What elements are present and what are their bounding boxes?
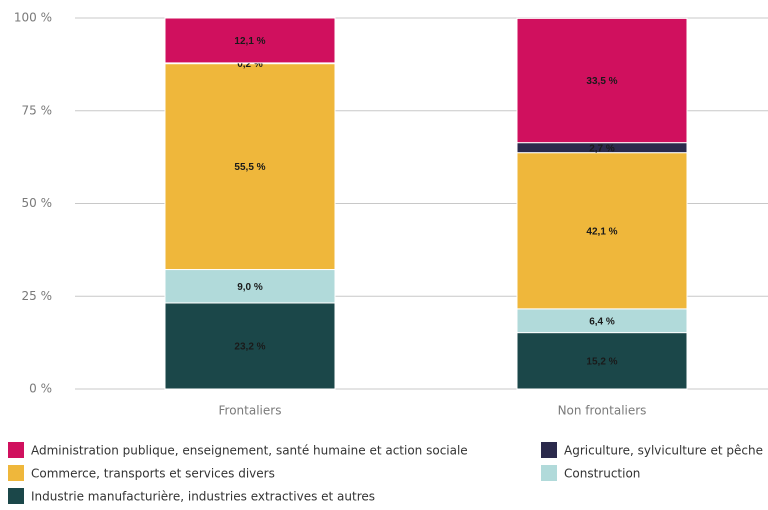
x-tick-label: Non frontaliers [558,404,647,418]
bar-segment [164,302,336,390]
bar-segment [164,17,336,64]
y-tick-label: 0 % [29,382,52,396]
x-tick-label: Frontaliers [219,404,282,418]
data-label: 55,5 % [234,162,265,173]
bar-segment [516,17,688,144]
y-tick-label: 50 % [22,196,53,210]
data-label: 23,2 % [234,342,265,353]
bar-segment [164,269,336,304]
y-tick-label: 25 % [22,289,53,303]
legend-label: Administration publique, enseignement, s… [31,444,468,458]
data-label: 15,2 % [586,356,617,367]
data-label: 0,2 % [237,59,263,70]
data-label: 2,7 % [589,143,615,154]
legend-swatch [541,465,557,481]
bar-segment [164,63,336,271]
y-tick-label: 75 % [22,103,53,117]
y-tick-label: 100 % [14,11,52,25]
bar-segment [516,152,688,310]
legend-label: Construction [564,467,640,481]
data-label: 42,1 % [586,226,617,237]
legend-swatch [8,488,24,504]
data-label: 9,0 % [237,282,263,293]
legend-label: Industrie manufacturière, industries ext… [31,490,375,504]
legend-label: Agriculture, sylviculture et pêche [564,444,763,458]
legend-swatch [541,442,557,458]
bar-segment [516,332,688,390]
data-label: 12,1 % [234,36,265,47]
legend-swatch [8,442,24,458]
legend-swatch [8,465,24,481]
data-label: 33,5 % [586,76,617,87]
legend-label: Commerce, transports et services divers [31,467,275,481]
data-label: 6,4 % [589,316,615,327]
